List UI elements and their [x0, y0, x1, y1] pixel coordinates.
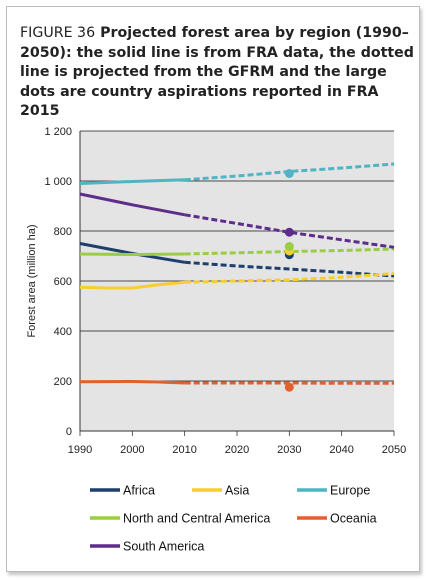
- series-africa-projection: [184, 260, 395, 278]
- aspiration-dot-oceania: [284, 382, 294, 392]
- x-tick-label: 2030: [277, 444, 301, 456]
- legend-label-south-america: South America: [123, 540, 204, 554]
- legend: Africa Asia Europe North and Central Americ…: [90, 484, 377, 554]
- series-asia-fra: [79, 280, 185, 290]
- x-tick-label: 2010: [172, 444, 196, 456]
- aspiration-dot-europe: [284, 169, 294, 178]
- series-south-america-projection: [184, 213, 395, 249]
- y-tick-label: 1 000: [44, 176, 72, 188]
- series-south-america-fra: [79, 192, 185, 217]
- y-tick-label: 600: [54, 276, 72, 288]
- legend-label-oceania: Oceania: [330, 512, 377, 526]
- x-tick-label: 2000: [120, 444, 144, 456]
- x-tick-label: 2040: [329, 444, 353, 456]
- aspiration-dot-south-america: [284, 227, 294, 237]
- legend-label-north-and-central-america: North and Central America: [123, 512, 270, 526]
- y-tick-label: 400: [54, 326, 72, 338]
- legend-label-asia: Asia: [225, 484, 249, 498]
- x-tick-label: 1990: [68, 444, 92, 456]
- series-europe-fra: [79, 178, 185, 185]
- y-axis-ticks: 0 200 400 600 800 1 000 1 200: [44, 126, 72, 438]
- y-tick-label: 1 200: [44, 126, 72, 138]
- y-tick-label: 200: [54, 376, 72, 388]
- aspiration-dots: [284, 169, 294, 392]
- figure-title-text: Projected forest area by region (1990–20…: [20, 25, 414, 119]
- x-axis-ticks: 1990 2000 2010 2020 2030 2040 2050: [68, 431, 406, 456]
- x-tick-label: 2050: [382, 444, 406, 456]
- aspiration-dot-north-and-central-america: [284, 242, 294, 251]
- x-tick-label: 2020: [225, 444, 249, 456]
- figure-label: FIGURE 36: [20, 25, 96, 41]
- series-oceania-fra: [79, 380, 185, 385]
- legend-label-europe: Europe: [330, 484, 370, 498]
- y-axis-label: Forest area (million ha): [26, 224, 38, 337]
- legend-label-africa: Africa: [123, 484, 155, 498]
- y-tick-label: 0: [66, 426, 72, 438]
- series-north-and-central-america-fra: [79, 252, 185, 256]
- y-tick-label: 800: [54, 226, 72, 238]
- series-asia-projection: [184, 272, 395, 284]
- figure-title: FIGURE 36 Projected forest area by regio…: [20, 24, 415, 122]
